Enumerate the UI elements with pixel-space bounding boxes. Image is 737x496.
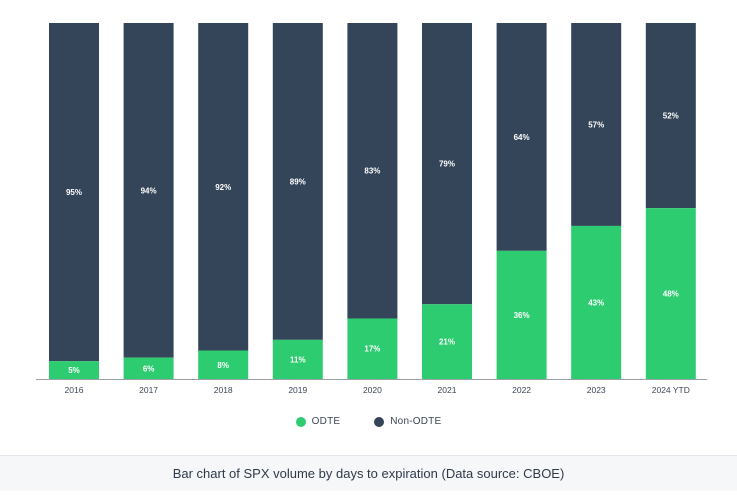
data-label-odte: 8%: [217, 361, 229, 370]
bar-odte: [496, 250, 547, 379]
x-tick-label: 2018: [214, 385, 233, 395]
x-tick-label: 2023: [587, 385, 606, 395]
x-tick-label: 2021: [438, 385, 457, 395]
data-label-non-odte: 89%: [290, 177, 306, 186]
bar-odte: [645, 208, 696, 379]
data-label-non-odte: 92%: [215, 183, 231, 192]
legend-item-odte: ODTE: [295, 416, 341, 427]
x-tick-label: 2022: [512, 385, 531, 395]
data-label-non-odte: 57%: [588, 120, 604, 129]
data-label-odte: 17%: [364, 345, 380, 354]
data-label-non-odte: 52%: [663, 112, 679, 121]
bar-odte: [347, 318, 398, 379]
bar-odte: [123, 357, 174, 379]
data-label-non-odte: 95%: [66, 188, 82, 197]
data-label-odte: 48%: [663, 290, 679, 299]
data-label-non-odte: 79%: [439, 160, 455, 169]
bar-non-odte: [49, 23, 99, 362]
bar-non-odte: [422, 23, 472, 305]
bar-non-odte: [496, 23, 547, 251]
legend-swatch-odte: [295, 416, 306, 427]
legend-swatch-non-odte: [374, 416, 385, 427]
data-label-odte: 21%: [439, 338, 455, 347]
data-label-odte: 36%: [514, 311, 530, 320]
bar-non-odte: [198, 23, 249, 351]
legend-item-non-odte: Non-ODTE: [374, 416, 441, 427]
stacked-bar-chart: 95% 5% 2016 94% 6% 2017 92% 8% 2018 89% 11% 2019 83%…: [36, 23, 707, 395]
data-label-non-odte: 64%: [514, 133, 530, 142]
bar-non-odte: [123, 23, 174, 358]
x-tick-label: 2024 YTD: [652, 385, 690, 395]
legend-label-odte: ODTE: [311, 416, 341, 427]
legend-label-non-odte: Non-ODTE: [390, 416, 442, 427]
chart-caption: Bar chart of SPX volume by days to expir…: [0, 455, 737, 491]
bar-odte: [198, 350, 249, 379]
data-label-odte: 43%: [588, 298, 604, 307]
bar-non-odte: [571, 23, 622, 226]
data-label-odte: 6%: [143, 364, 155, 373]
bar-non-odte: [272, 23, 323, 340]
x-tick-label: 2017: [139, 385, 158, 395]
x-tick-label: 2016: [65, 385, 84, 395]
data-label-odte: 11%: [290, 355, 306, 364]
bar-non-odte: [347, 23, 398, 319]
x-tick-label: 2020: [363, 385, 382, 395]
chart-legend: ODTE Non-ODTE: [0, 416, 737, 427]
data-label-non-odte: 83%: [364, 167, 380, 176]
bar-non-odte: [645, 23, 696, 209]
data-label-non-odte: 94%: [141, 186, 157, 195]
x-tick-label: 2019: [288, 385, 307, 395]
data-label-odte: 5%: [68, 366, 80, 375]
bar-odte: [422, 304, 472, 379]
bar-odte: [49, 361, 99, 379]
bar-odte: [272, 339, 323, 379]
bar-odte: [571, 225, 622, 379]
